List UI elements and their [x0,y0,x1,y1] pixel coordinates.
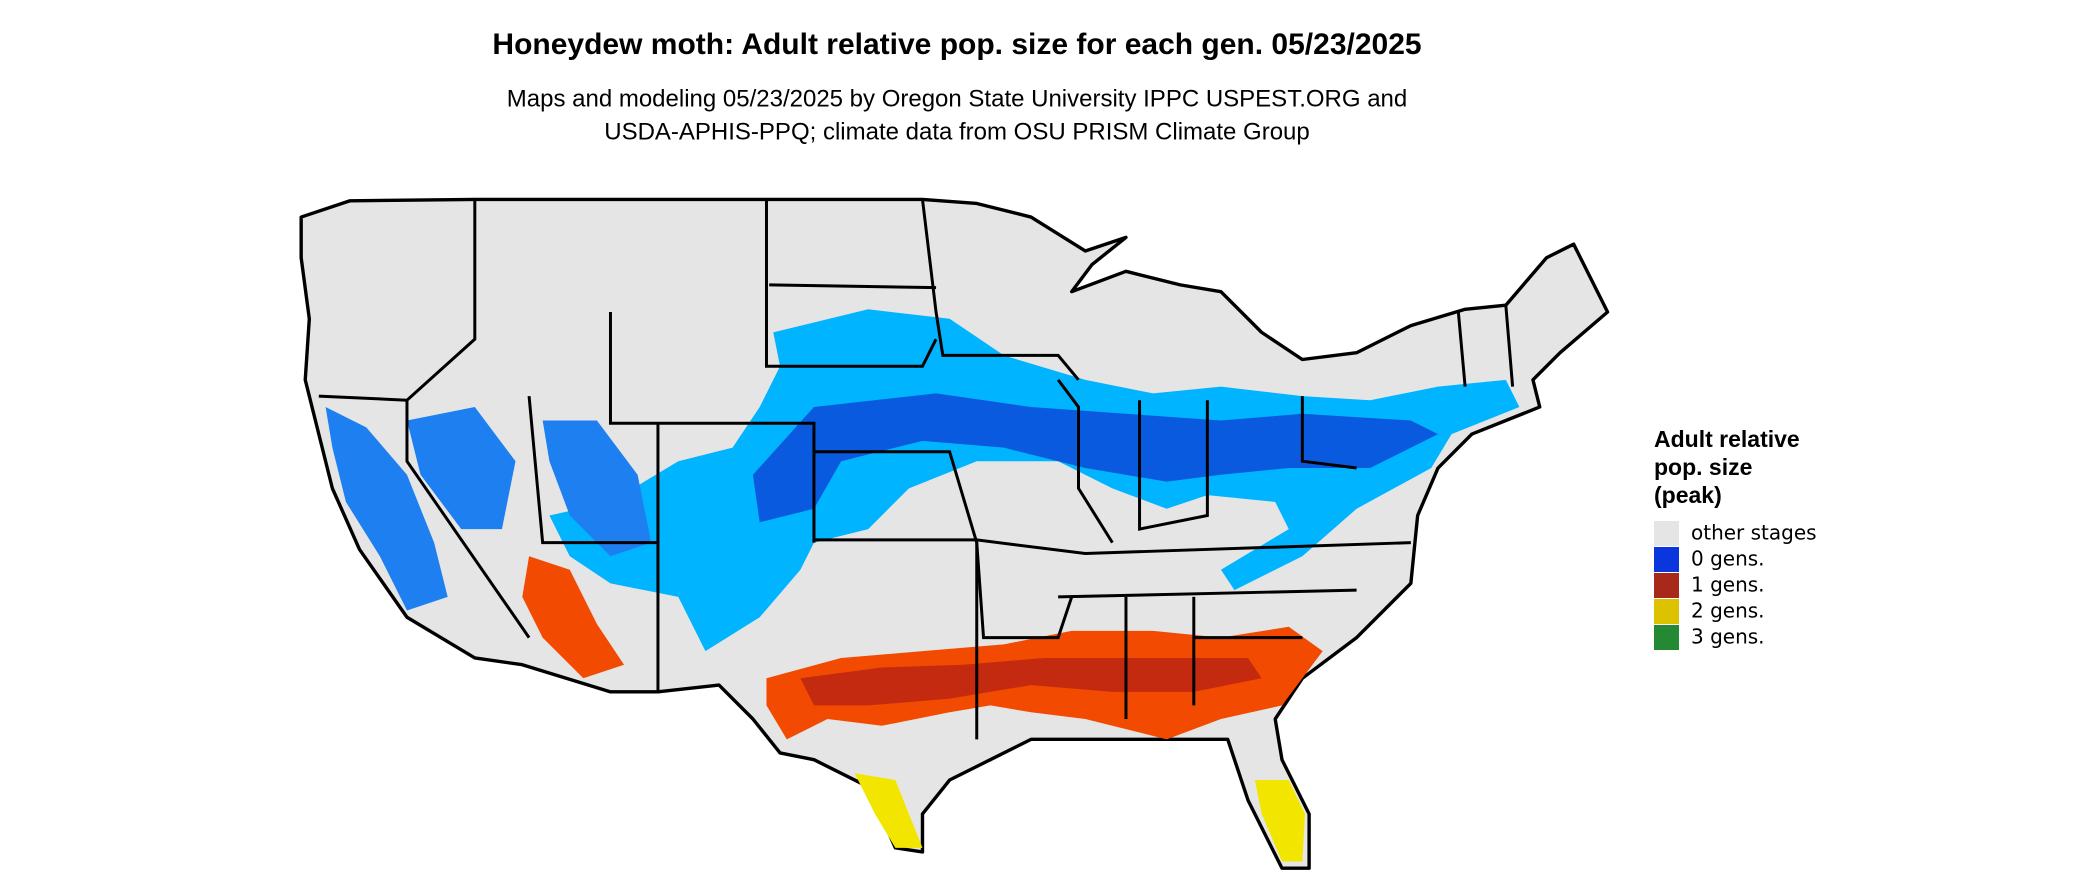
title: Honeydew moth: Adult relative pop. size … [492,28,1421,61]
legend-title: Adult relative [1654,426,1800,452]
legend-swatch [1654,625,1679,650]
zone-yellow [854,773,1306,862]
zone-orange [522,556,1323,740]
legend-swatch [1654,547,1679,572]
legend-label: 3 gens. [1691,625,1765,649]
legend-swatch [1654,573,1679,598]
state-lines [318,199,1515,740]
legend-label: 1 gens. [1691,573,1765,597]
land [299,197,1610,870]
zone-blue [752,393,1438,523]
legend-label: 0 gens. [1691,547,1765,571]
subtitle-line: Maps and modeling 05/23/2025 by Oregon S… [507,85,1407,112]
zone-blue-west [325,406,652,611]
legend-title: (peak) [1654,482,1722,508]
legend-label: other stages [1691,521,1817,545]
zone-dark-orange [800,657,1262,706]
legend-swatch [1654,599,1679,624]
subtitle-line: USDA-APHIS-PPQ; climate data from OSU PR… [604,118,1310,145]
zone-light-blue [549,309,1520,652]
legend-swatch [1654,521,1679,546]
us-map [299,197,1610,870]
legend-title: pop. size [1654,454,1752,480]
legend-label: 2 gens. [1691,599,1765,623]
